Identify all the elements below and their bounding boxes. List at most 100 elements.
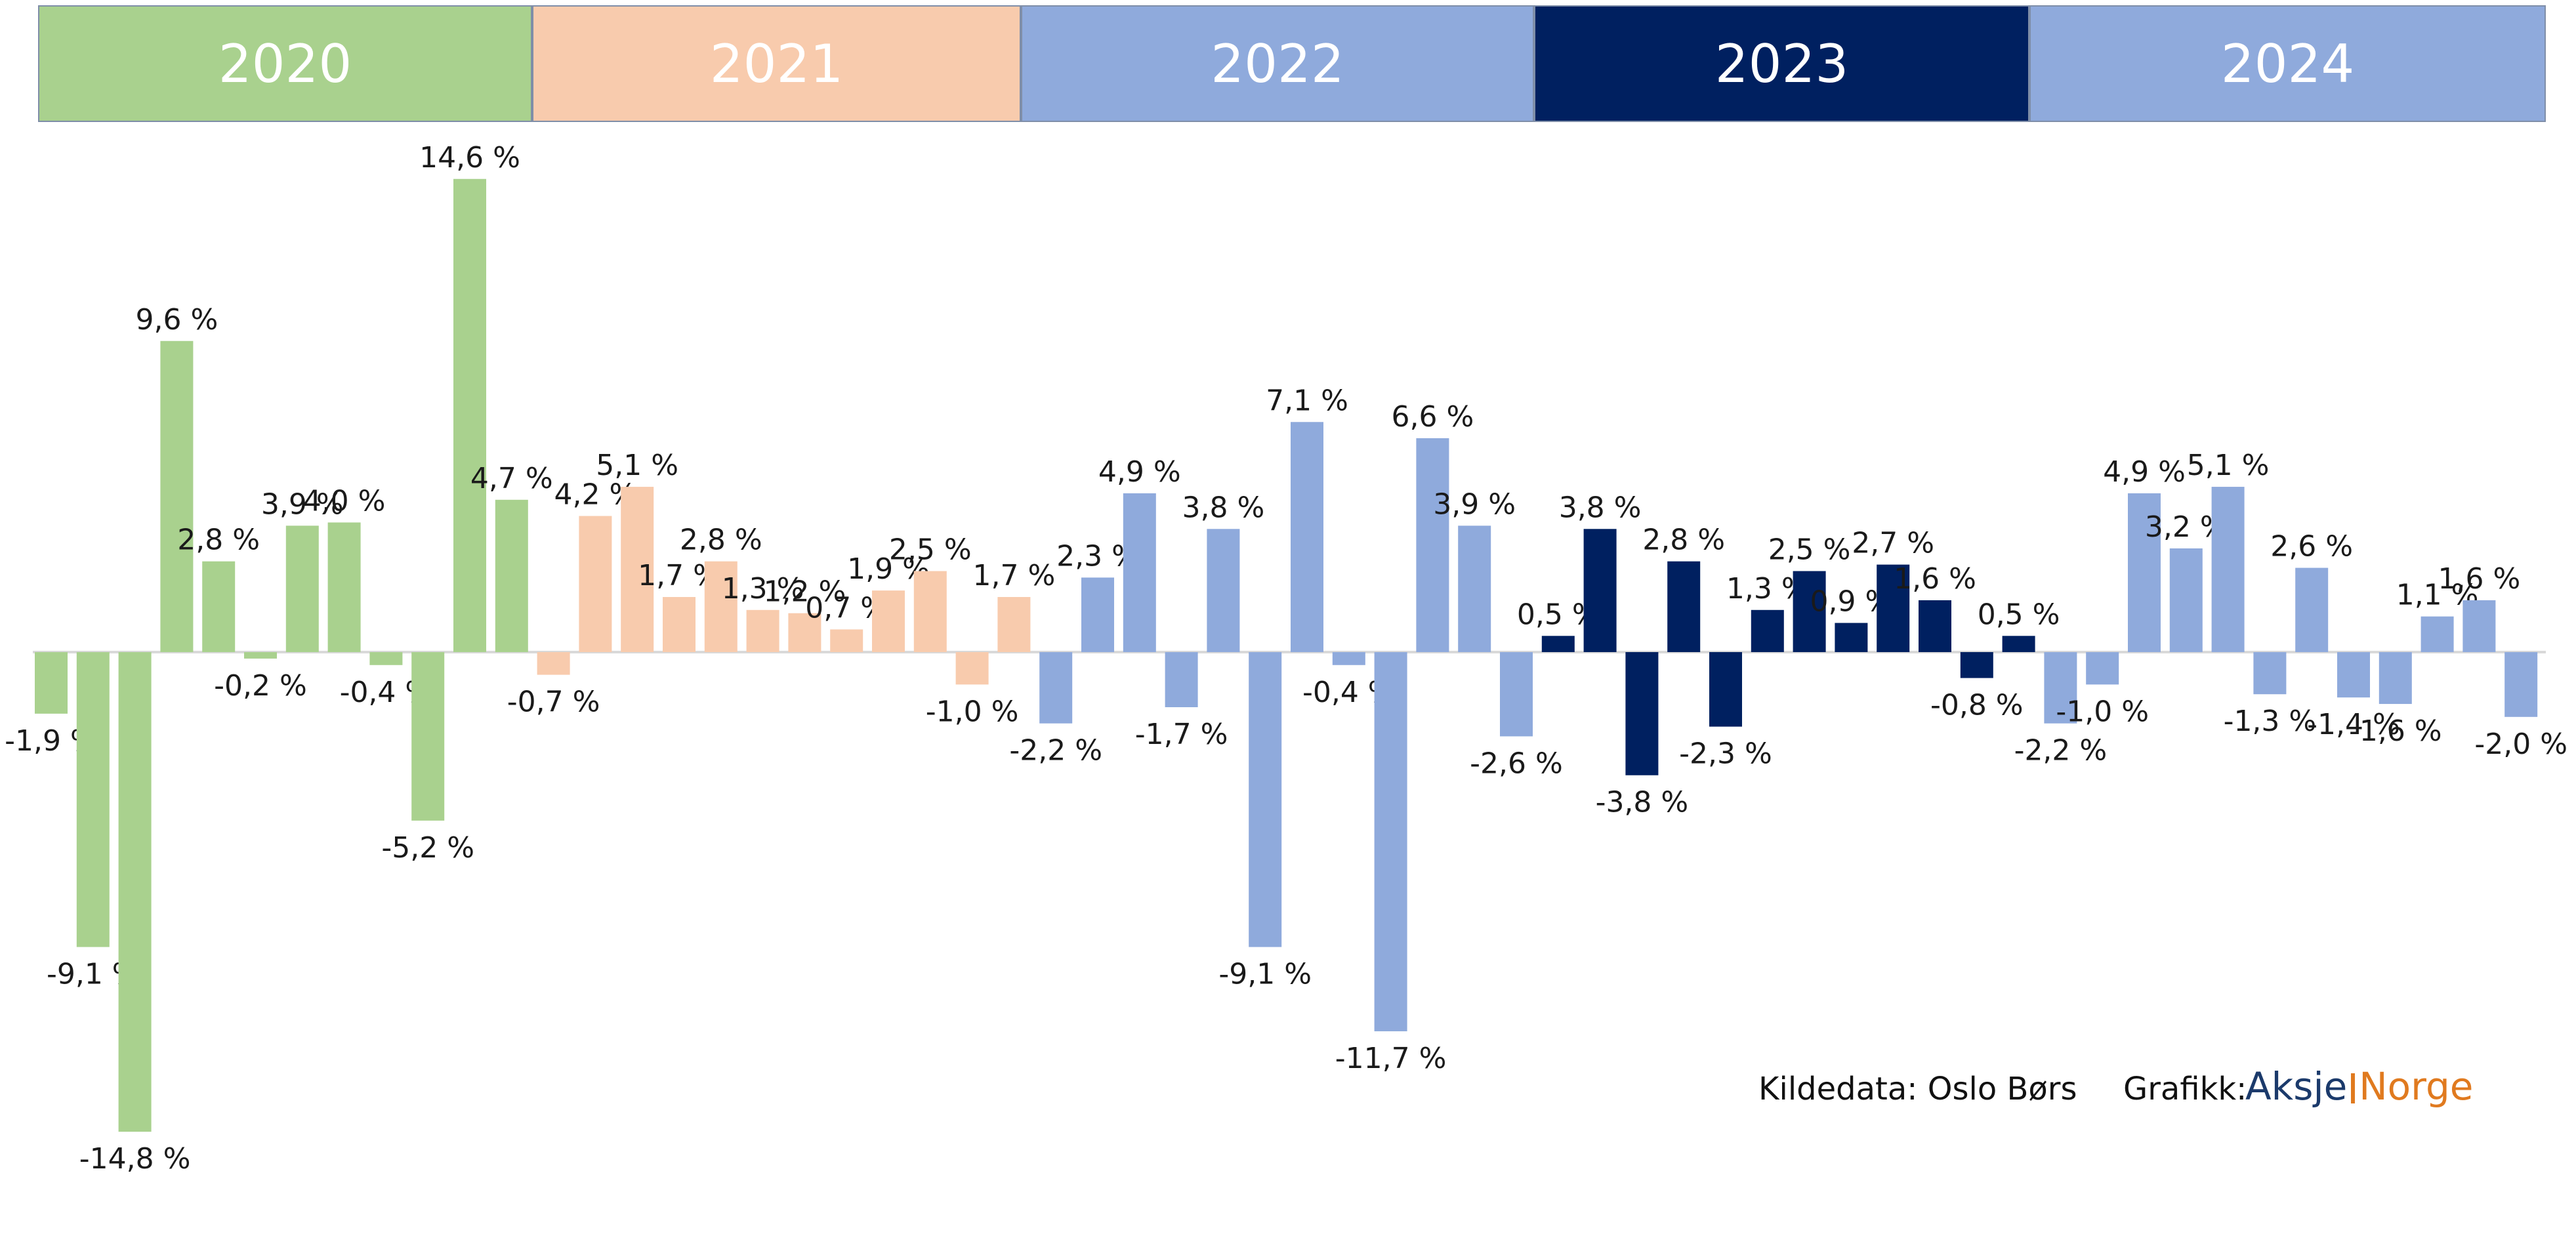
bar-8 [327, 522, 361, 652]
bar-10 [411, 652, 445, 821]
value-label-3: -14,8 % [79, 1142, 191, 1176]
value-label-46: 1,6 % [1894, 562, 1976, 596]
bar-55 [2295, 567, 2329, 652]
bar-3 [118, 652, 152, 1132]
bar-51 [2128, 493, 2161, 652]
value-label-11: 14,6 % [419, 141, 520, 175]
value-label-31: 7,1 % [1266, 384, 1348, 417]
value-label-34: 6,6 % [1392, 400, 1474, 434]
value-label-12: 4,7 % [470, 462, 553, 495]
value-label-23: -1,0 % [926, 695, 1019, 728]
bar-34 [1416, 438, 1449, 652]
bar-21 [872, 590, 905, 652]
year-banner: 2020 2021 2022 2023 2024 [38, 5, 2546, 122]
bar-2 [76, 652, 110, 947]
bar-56 [2337, 652, 2370, 698]
bar-27 [1123, 493, 1156, 652]
bar-46 [1919, 600, 1951, 652]
bar-17 [704, 561, 737, 652]
value-label-8: 4,0 % [303, 484, 386, 518]
bar-52 [2169, 548, 2203, 652]
bar-57 [2379, 652, 2412, 705]
bar-24 [997, 597, 1031, 652]
value-label-36: -2,6 % [1470, 747, 1563, 780]
value-label-47: -0,8 % [1930, 689, 2024, 722]
bar-20 [830, 629, 863, 652]
aksjenorge-logo: Aksje Norge [2245, 1064, 2473, 1109]
value-label-29: 3,8 % [1182, 491, 1265, 524]
value-label-49: -2,2 % [2014, 734, 2108, 768]
value-label-27: 4,9 % [1098, 455, 1181, 489]
value-label-38: 3,8 % [1559, 491, 1642, 524]
bar-47 [1960, 652, 1993, 678]
value-label-15: 5,1 % [596, 449, 678, 482]
value-label-30: -9,1 % [1218, 958, 1312, 991]
year-header-2021: 2021 [532, 5, 1021, 122]
bar-45 [1877, 564, 1910, 652]
value-label-43: 2,5 % [1768, 533, 1851, 567]
bar-38 [1583, 529, 1617, 652]
bar-22 [913, 571, 947, 652]
bar-36 [1500, 652, 1533, 737]
value-label-17: 2,8 % [680, 524, 762, 557]
bar-59 [2462, 600, 2496, 652]
bar-50 [2086, 652, 2119, 685]
bar-4 [160, 340, 194, 652]
value-label-53: 5,1 % [2187, 449, 2270, 482]
value-label-19: 1,2 % [764, 575, 846, 609]
logo-text-norge: Norge [2359, 1064, 2474, 1109]
bar-42 [1751, 609, 1784, 652]
bar-49 [2044, 652, 2077, 724]
value-label-57: -1,6 % [2349, 714, 2442, 748]
value-label-40: 2,8 % [1642, 524, 1725, 557]
value-label-6: -0,2 % [214, 669, 307, 703]
value-label-25: -2,2 % [1009, 734, 1102, 768]
value-label-39: -3,8 % [1596, 786, 1689, 819]
value-label-54: -1,3 % [2224, 705, 2317, 738]
value-label-33: -11,7 % [1335, 1042, 1447, 1075]
bar-12 [495, 499, 528, 652]
value-label-10: -5,2 % [381, 831, 474, 865]
value-label-45: 2,7 % [1852, 527, 1934, 560]
bar-1 [35, 652, 68, 714]
bar-26 [1081, 577, 1114, 652]
year-header-2020: 2020 [38, 5, 532, 122]
bar-53 [2211, 487, 2245, 652]
bar-28 [1165, 652, 1198, 707]
logo-divider-icon [2351, 1073, 2356, 1103]
bar-7 [285, 525, 319, 652]
bar-30 [1249, 652, 1282, 947]
bar-23 [955, 652, 989, 685]
value-label-48: 0,5 % [1978, 598, 2060, 631]
graphic-credit-label: Grafikk: [2123, 1071, 2247, 1107]
bar-48 [2002, 636, 2035, 652]
bar-39 [1625, 652, 1659, 775]
bar-54 [2253, 652, 2287, 695]
value-label-50: -1,0 % [2056, 695, 2149, 728]
value-label-51: 4,9 % [2103, 455, 2186, 489]
value-label-59: 1,6 % [2438, 562, 2521, 596]
bar-31 [1291, 422, 1323, 652]
bar-35 [1458, 525, 1491, 652]
year-header-2023: 2023 [1534, 5, 2029, 122]
source-note: Kildedata: Oslo Børs [1758, 1071, 2077, 1107]
bar-32 [1332, 652, 1365, 665]
logo-text-aksje: Aksje [2245, 1064, 2348, 1109]
bar-15 [621, 487, 654, 652]
value-label-5: 2,8 % [177, 524, 260, 557]
bar-33 [1374, 652, 1407, 1031]
year-header-2024: 2024 [2029, 5, 2546, 122]
value-label-35: 3,9 % [1433, 487, 1516, 521]
bar-11 [453, 178, 486, 652]
value-label-24: 1,7 % [973, 559, 1056, 592]
bar-14 [579, 516, 612, 652]
value-label-13: -0,7 % [507, 686, 600, 719]
value-label-7: 3,9 % [261, 487, 344, 521]
bar-29 [1207, 529, 1240, 652]
value-label-4: 9,6 % [136, 303, 218, 337]
bar-60 [2504, 652, 2538, 717]
value-label-55: 2,6 % [2270, 530, 2353, 564]
value-label-41: -2,3 % [1679, 737, 1772, 771]
bar-18 [746, 609, 779, 652]
